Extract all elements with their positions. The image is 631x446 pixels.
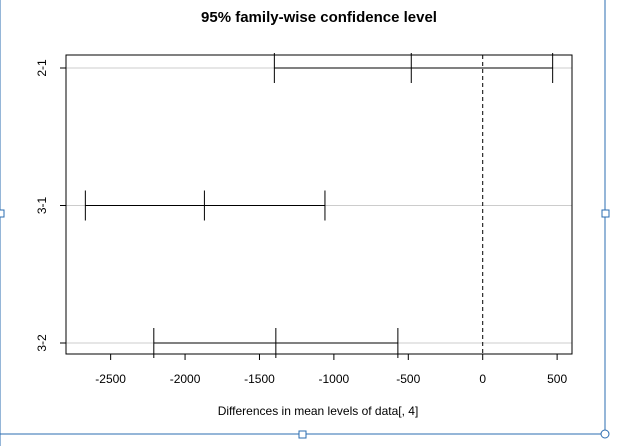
- x-tick-label--2000: -2000: [170, 372, 201, 386]
- x-tick-label--2500: -2500: [95, 372, 126, 386]
- resize-handle-bottom[interactable]: [298, 430, 307, 439]
- y-tick-label-3-2: 3-2: [35, 334, 49, 352]
- y-axis: 2-1 3-1 3-2: [35, 59, 66, 352]
- confidence-intervals: [84, 53, 554, 358]
- resize-handle-left[interactable]: [0, 209, 5, 218]
- interval-3-2: [153, 328, 399, 358]
- plot-frame: [65, 54, 573, 355]
- resize-handle-corner[interactable]: [600, 429, 610, 439]
- x-tick-label--1500: -1500: [244, 372, 275, 386]
- interval-3-1: [84, 190, 326, 221]
- resize-handle-right[interactable]: [601, 209, 610, 218]
- x-axis: -2500 -2000 -1500 -1000 -500 0 500: [95, 353, 567, 386]
- x-tick-label-0: 0: [479, 372, 486, 386]
- y-tick-label-2-1: 2-1: [35, 59, 49, 77]
- interval-2-1: [273, 53, 554, 83]
- x-axis-label: Differences in mean levels of data[, 4]: [218, 404, 419, 418]
- x-tick-label--500: -500: [396, 372, 420, 386]
- x-tick-label-500: 500: [547, 372, 567, 386]
- chart-title: 95% family-wise confidence level: [201, 9, 437, 26]
- x-tick-label--1000: -1000: [319, 372, 350, 386]
- y-tick-label-3-1: 3-1: [35, 197, 49, 215]
- selection-frame: [0, 0, 610, 446]
